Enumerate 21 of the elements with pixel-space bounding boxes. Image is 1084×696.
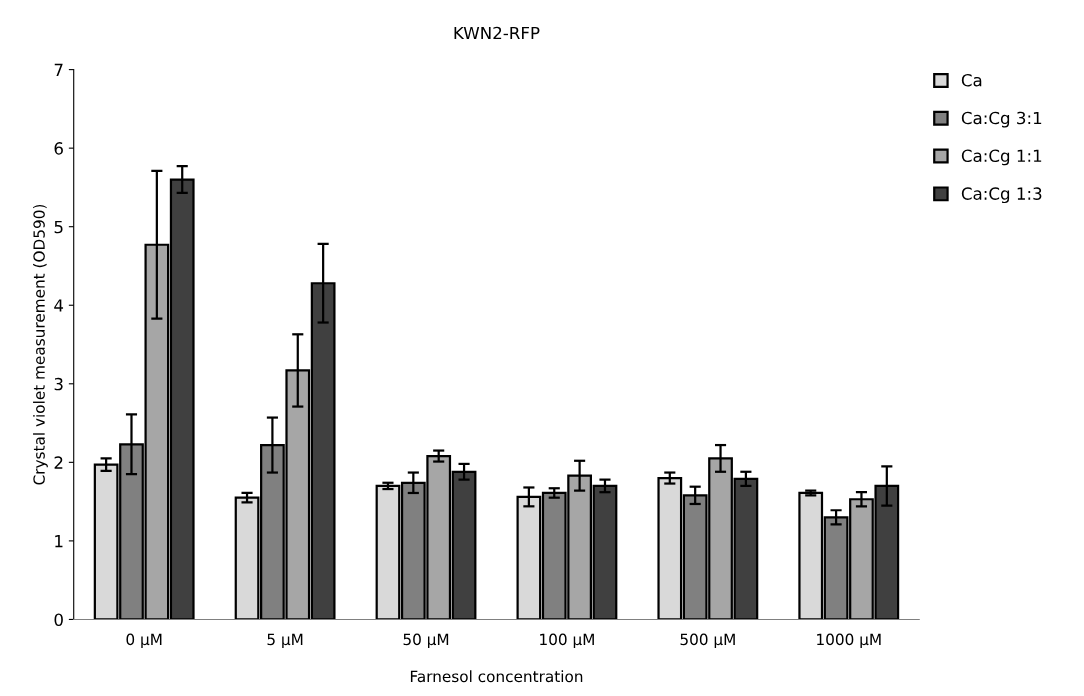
x-tick-label: 1000 µM xyxy=(817,633,881,649)
chart-title: KWN2-RFP xyxy=(454,26,540,40)
x-tick-label: 500 µM xyxy=(680,633,735,649)
y-tick-label: 4 xyxy=(54,299,64,312)
legend-label: Ca:Cg 1:1 xyxy=(961,149,1042,166)
y-tick-label: 0 xyxy=(54,613,63,627)
y-tick-label: 2 xyxy=(54,456,63,469)
legend-label: Ca xyxy=(961,73,982,87)
x-tick-label: 0 µM xyxy=(126,633,162,649)
x-tick-label: 5 µM xyxy=(267,633,303,649)
y-tick-label: 7 xyxy=(54,63,63,76)
legend-label: Ca:Cg 3:1 xyxy=(961,111,1042,128)
y-tick-label: 6 xyxy=(54,142,63,155)
y-tick-label: 5 xyxy=(54,220,63,234)
y-axis-title: Crystal violet measurement (OD590) xyxy=(33,204,48,485)
legend-label: Ca:Cg 1:3 xyxy=(961,187,1042,204)
y-tick-label: 3 xyxy=(54,377,63,391)
x-tick-label: 100 µM xyxy=(540,633,594,649)
x-axis-title: Farnesol concentration xyxy=(410,670,583,683)
y-tick-label: 1 xyxy=(55,535,63,548)
x-tick-label: 50 µM xyxy=(403,633,449,649)
